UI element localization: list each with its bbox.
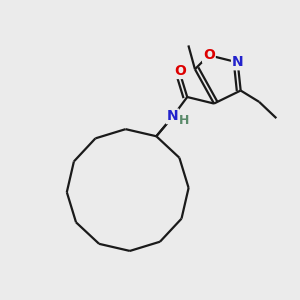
Text: N: N <box>167 109 178 123</box>
Text: H: H <box>179 114 189 127</box>
Text: N: N <box>232 56 244 69</box>
Text: O: O <box>174 64 186 78</box>
Text: O: O <box>203 48 215 62</box>
